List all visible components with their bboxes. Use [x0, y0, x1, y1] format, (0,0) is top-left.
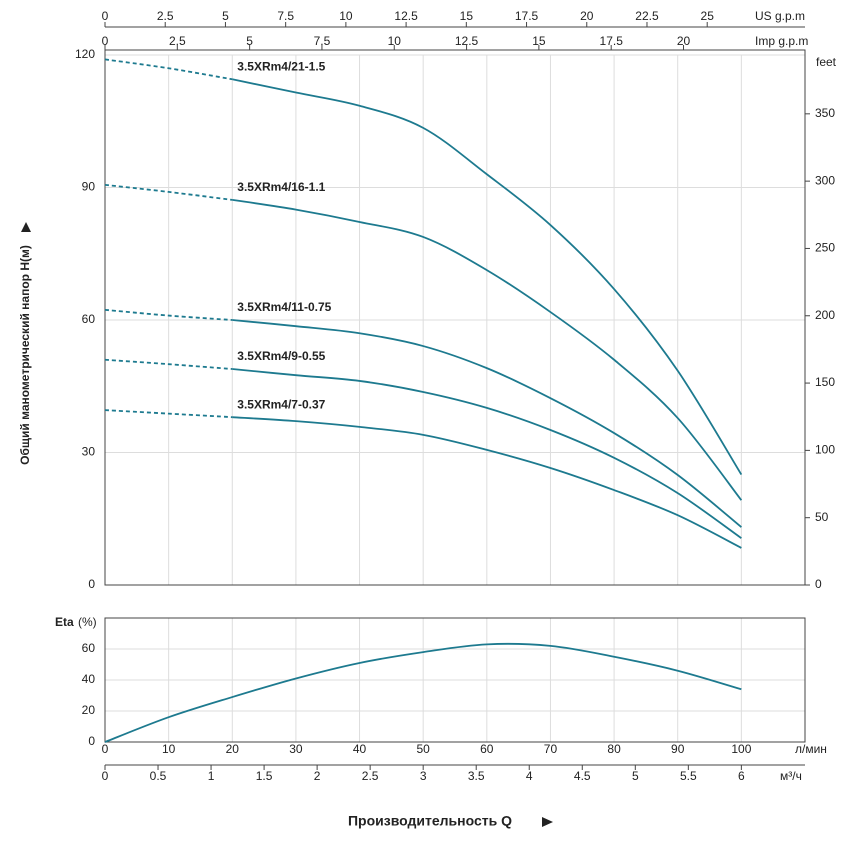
series-label: 3.5XRm4/9-0.55	[237, 349, 325, 363]
top-tick-label: 2.5	[169, 34, 186, 48]
x-tick-label: 60	[480, 742, 494, 756]
plot-frame	[104, 49, 806, 586]
x2-tick-label: 3.5	[468, 769, 485, 783]
y-axis-label: Общий манометрический напор H(м)	[18, 245, 32, 465]
y2-tick-label: 300	[815, 173, 835, 187]
x2-tick-label: 5.5	[680, 769, 697, 783]
top-tick-label: 7.5	[314, 34, 331, 48]
x-tick-label: 0	[102, 742, 109, 756]
top-tick-label: 12.5	[455, 34, 479, 48]
top-tick-label: 5	[222, 9, 229, 23]
top-tick-label: 20	[677, 34, 691, 48]
arrow	[542, 817, 553, 827]
x-tick-label: 50	[417, 742, 431, 756]
y2-tick-label: 250	[815, 241, 835, 255]
top-axis-label: US g.p.m	[755, 9, 805, 23]
x-tick-label: 70	[544, 742, 558, 756]
y-tick-label: 30	[82, 445, 96, 459]
curve	[104, 358, 233, 370]
x2-tick-label: 2.5	[362, 769, 379, 783]
top-tick-label: 2.5	[157, 9, 174, 23]
curve	[104, 409, 233, 419]
x2-tick-label: 0.5	[150, 769, 167, 783]
x2-tick-label: 4	[526, 769, 533, 783]
y2-tick-label: 50	[815, 510, 829, 524]
series-label: 3.5XRm4/21-1.5	[237, 59, 325, 73]
x-tick-label: 90	[671, 742, 685, 756]
plot-frame	[104, 617, 806, 743]
top-tick-label: 5	[246, 34, 253, 48]
curve	[232, 368, 742, 539]
y-tick-label: 60	[82, 641, 96, 655]
curve	[104, 58, 233, 81]
y-tick-label: 60	[82, 312, 96, 326]
x-tick-label: 100	[731, 742, 751, 756]
y-tick-label: 0	[88, 577, 95, 591]
curve	[104, 308, 233, 321]
x-axis-unit: л/мин	[795, 742, 827, 756]
y-tick-label: 90	[82, 180, 96, 194]
x2-axis-unit: м³/ч	[780, 769, 802, 783]
curve	[232, 319, 742, 528]
top-tick-label: 12.5	[394, 9, 418, 23]
x-tick-label: 10	[162, 742, 176, 756]
y-tick-label: 40	[82, 672, 96, 686]
x2-tick-label: 1.5	[256, 769, 273, 783]
top-tick-label: 15	[532, 34, 546, 48]
x2-tick-label: 5	[632, 769, 639, 783]
top-tick-label: 20	[580, 9, 594, 23]
x-axis-label: Производительность Q	[348, 813, 512, 829]
top-tick-label: 22.5	[635, 9, 659, 23]
top-tick-label: 25	[701, 9, 715, 23]
x2-tick-label: 0	[102, 769, 109, 783]
series-label: 3.5XRm4/11-0.75	[237, 300, 331, 314]
y-axis-unit: (%)	[78, 615, 97, 629]
y2-tick-label: 350	[815, 106, 835, 120]
x-tick-label: 80	[607, 742, 621, 756]
y2-axis-label: feet	[816, 55, 837, 69]
curve	[104, 183, 233, 201]
x2-tick-label: 6	[738, 769, 745, 783]
top-axis-label: Imp g.p.m	[755, 34, 808, 48]
top-tick-label: 17.5	[515, 9, 539, 23]
y-tick-label: 120	[75, 47, 95, 61]
y2-tick-label: 200	[815, 308, 835, 322]
x-tick-label: 20	[226, 742, 240, 756]
top-tick-label: 7.5	[277, 9, 294, 23]
series-label: 3.5XRm4/16-1.1	[237, 180, 325, 194]
top-tick-label: 15	[460, 9, 474, 23]
curve	[232, 78, 743, 476]
x-tick-label: 30	[289, 742, 303, 756]
x2-tick-label: 2	[314, 769, 321, 783]
y2-tick-label: 0	[815, 577, 822, 591]
x-tick-label: 40	[353, 742, 367, 756]
x2-tick-label: 4.5	[574, 769, 591, 783]
y-tick-label: 20	[82, 703, 96, 717]
arrow	[21, 222, 31, 232]
curve	[104, 642, 742, 743]
y-axis-label: Eta	[55, 615, 74, 629]
top-tick-label: 17.5	[600, 34, 624, 48]
top-tick-label: 10	[339, 9, 353, 23]
curve	[232, 416, 742, 549]
y-tick-label: 0	[88, 734, 95, 748]
y2-tick-label: 100	[815, 443, 835, 457]
series-label: 3.5XRm4/7-0.37	[237, 397, 325, 411]
top-tick-label: 0	[102, 9, 109, 23]
top-tick-label: 0	[102, 34, 109, 48]
x2-tick-label: 1	[208, 769, 215, 783]
y2-tick-label: 150	[815, 375, 835, 389]
curve	[232, 198, 743, 501]
top-tick-label: 10	[388, 34, 402, 48]
x2-tick-label: 3	[420, 769, 427, 783]
